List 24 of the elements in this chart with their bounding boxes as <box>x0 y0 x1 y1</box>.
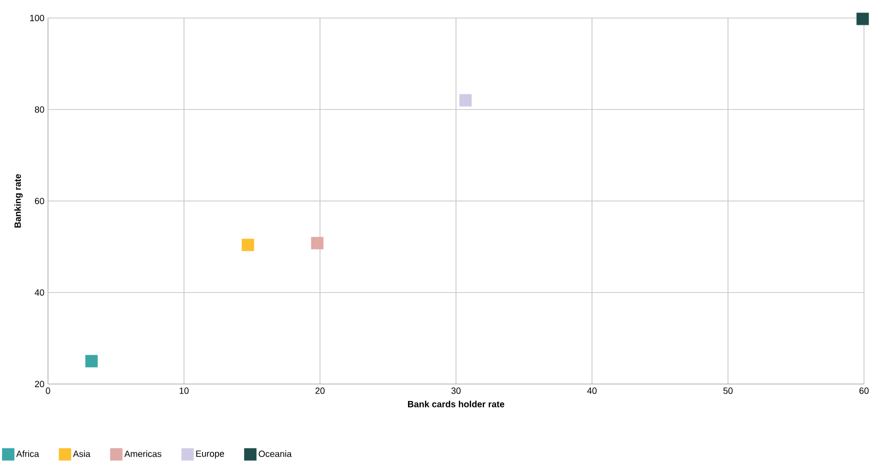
legend-label: Europe <box>196 450 224 459</box>
x-tick-label: 30 <box>451 388 461 394</box>
legend-label: Asia <box>72 450 90 457</box>
x-tick-label: 10 <box>180 388 189 394</box>
x-tick-label: 50 <box>723 388 733 394</box>
y-tick-label: 20 <box>34 380 44 388</box>
y-tick-label: 80 <box>34 106 44 113</box>
x-tick-label: 40 <box>587 388 597 394</box>
point <box>459 94 472 107</box>
y-tick-label: 60 <box>34 198 44 204</box>
x-tick-label: 0 <box>46 388 50 394</box>
y-tick-label: 100 <box>30 14 44 22</box>
y-tick-label: 40 <box>34 289 44 296</box>
x-tick-label: 60 <box>859 388 869 394</box>
y-axis-title: Banking rate <box>14 174 23 228</box>
x-tick-label: 20 <box>315 388 325 394</box>
point <box>311 236 324 250</box>
point <box>242 238 254 252</box>
x-axis-title: Bank cards holder rate <box>408 400 504 408</box>
legend-label: Americas <box>124 450 162 457</box>
legend-label: Oceania <box>258 450 292 457</box>
point <box>85 354 98 368</box>
legend-label: Africa <box>16 450 40 457</box>
point <box>856 12 869 26</box>
